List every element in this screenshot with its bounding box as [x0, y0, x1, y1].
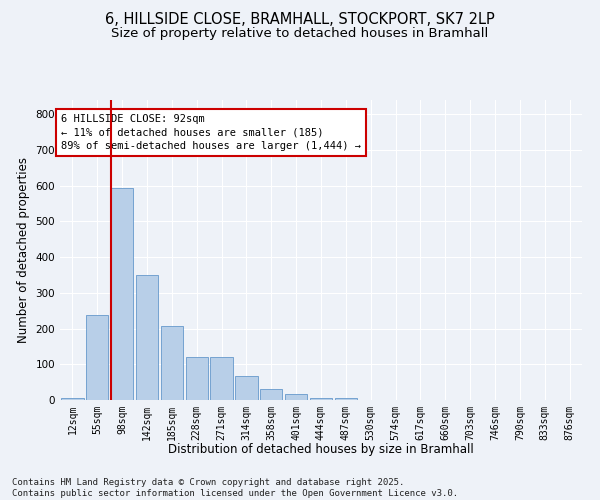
Bar: [61, 398, 83, 400]
Bar: [185, 357, 208, 400]
X-axis label: Distribution of detached houses by size in Bramhall: Distribution of detached houses by size …: [168, 443, 474, 456]
Bar: [260, 390, 283, 400]
Bar: [136, 275, 158, 400]
Bar: [235, 376, 257, 400]
Text: 6 HILLSIDE CLOSE: 92sqm
← 11% of detached houses are smaller (185)
89% of semi-d: 6 HILLSIDE CLOSE: 92sqm ← 11% of detache…: [61, 114, 361, 150]
Bar: [161, 326, 183, 400]
Bar: [111, 188, 133, 400]
Y-axis label: Number of detached properties: Number of detached properties: [17, 157, 30, 343]
Bar: [310, 398, 332, 400]
Text: 6, HILLSIDE CLOSE, BRAMHALL, STOCKPORT, SK7 2LP: 6, HILLSIDE CLOSE, BRAMHALL, STOCKPORT, …: [105, 12, 495, 28]
Bar: [211, 357, 233, 400]
Text: Contains HM Land Registry data © Crown copyright and database right 2025.
Contai: Contains HM Land Registry data © Crown c…: [12, 478, 458, 498]
Bar: [335, 398, 357, 400]
Bar: [86, 316, 109, 400]
Text: Size of property relative to detached houses in Bramhall: Size of property relative to detached ho…: [112, 28, 488, 40]
Bar: [285, 394, 307, 400]
